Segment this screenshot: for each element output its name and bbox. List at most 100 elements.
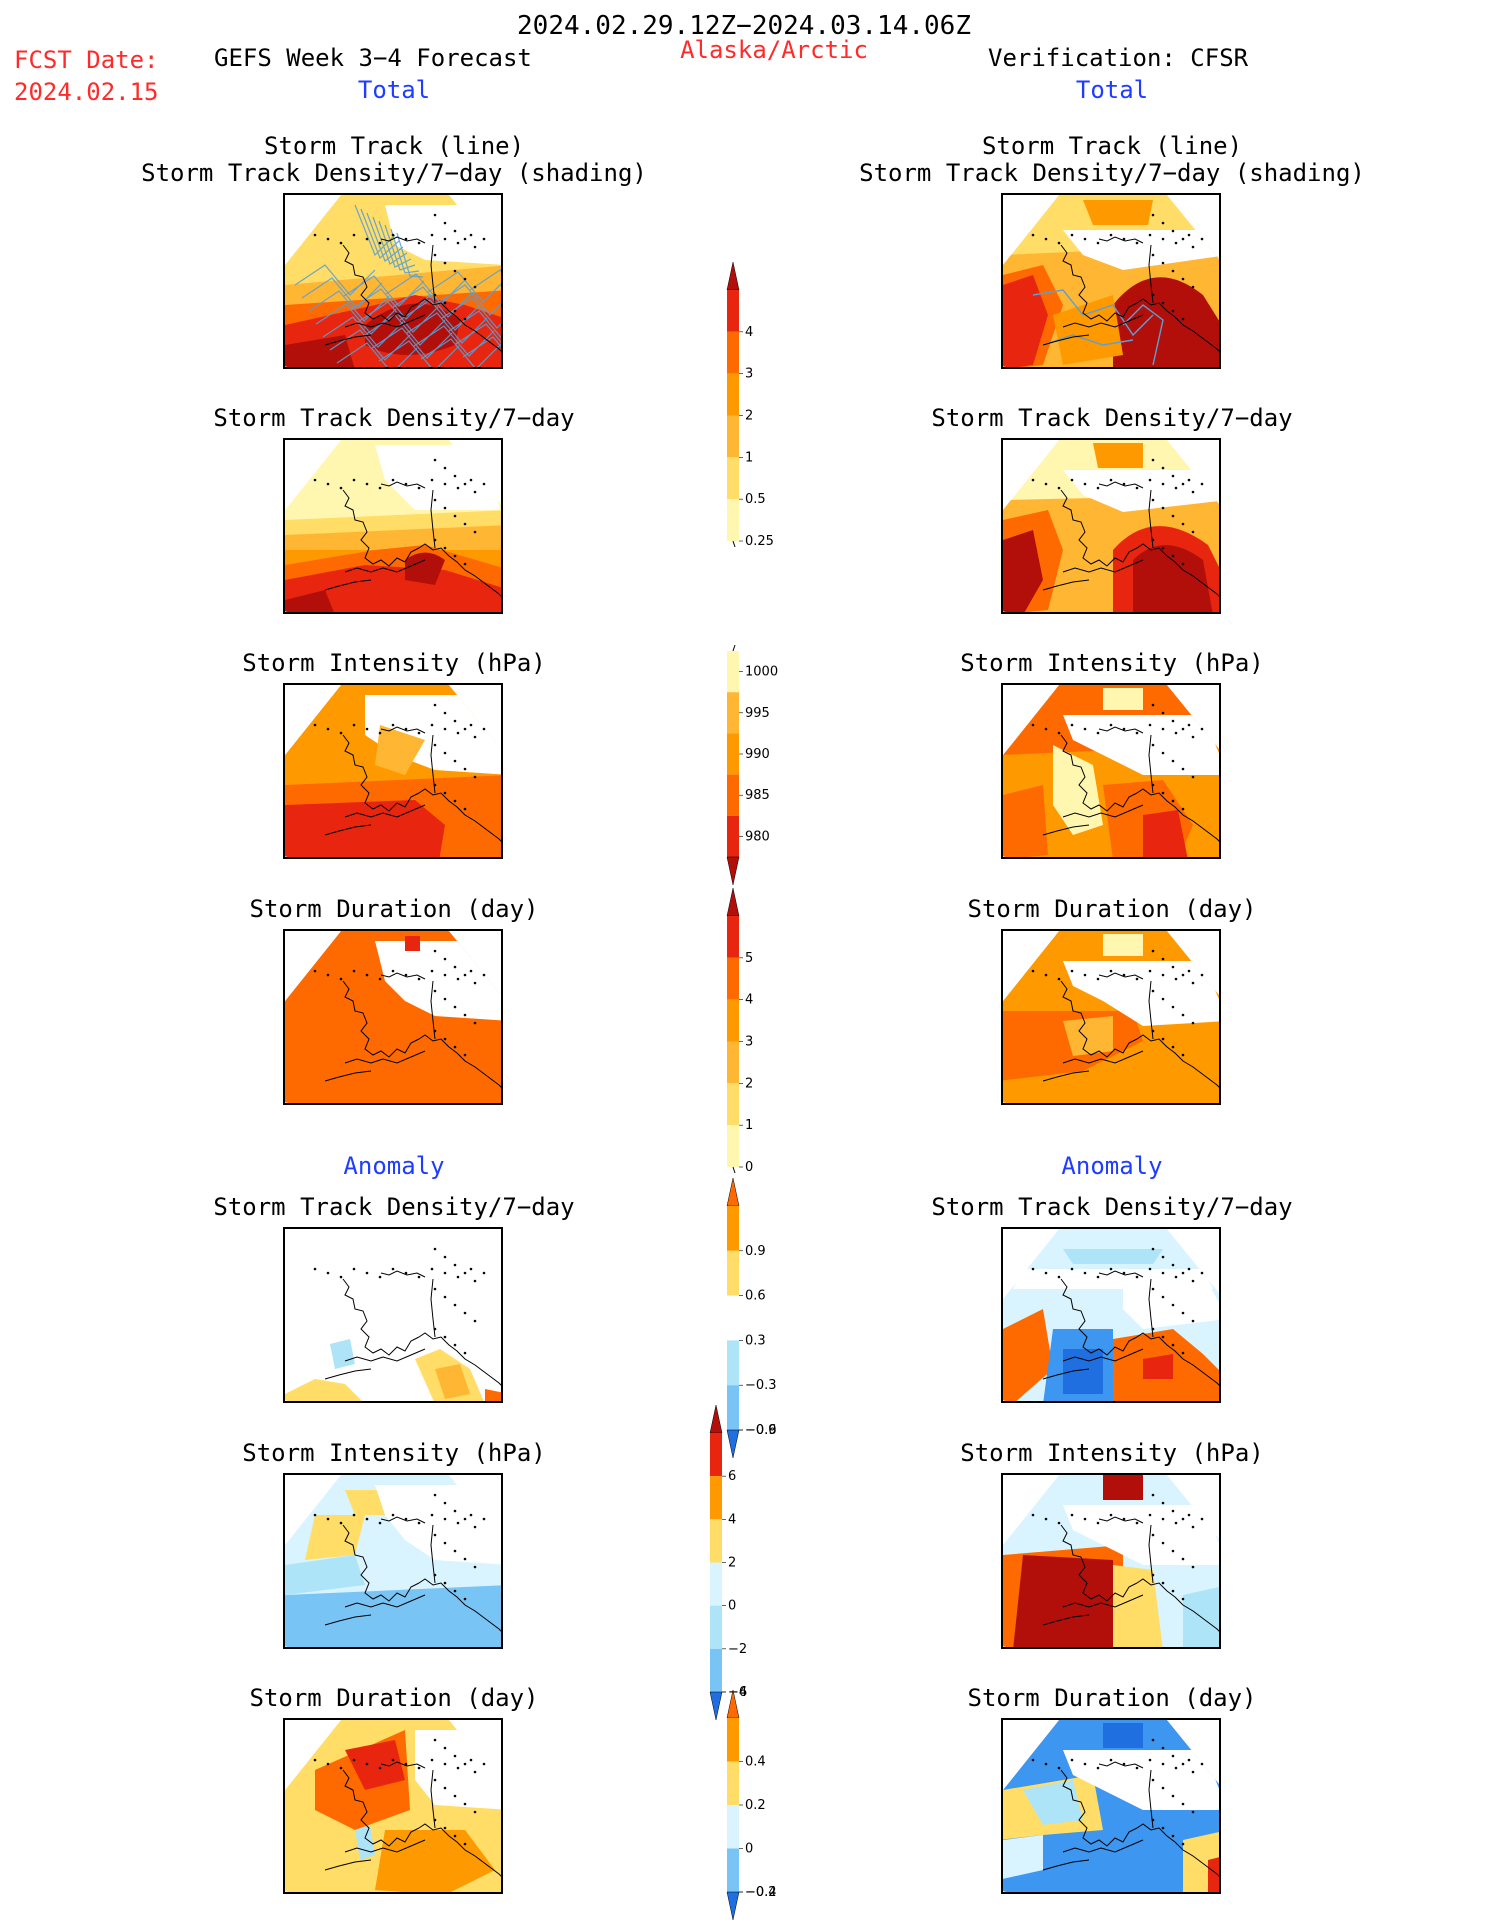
coastline-outline — [313, 1493, 501, 1632]
right-intensity-title: Storm Intensity (hPa) — [960, 649, 1264, 677]
colorbar-tick-label: 1 — [745, 450, 753, 465]
right-track-line-title: Storm Track (line) — [981, 132, 1243, 160]
left-duration-title: Storm Duration (day) — [249, 895, 539, 923]
coastline-outline — [1031, 1247, 1219, 1386]
colorbar-tick-label: 990 — [745, 747, 770, 762]
coastline-outline — [313, 213, 501, 352]
colorbar-tick-label: 0.6 — [745, 1289, 766, 1304]
colorbar-duration-anomaly: 0.4 0.2 0 −0.2−0.4 — [726, 1690, 777, 1920]
left-duration-anom-title: Storm Duration (day) — [249, 1684, 539, 1712]
colorbar-tick-label: 985 — [745, 788, 770, 803]
map-graphic — [285, 1229, 501, 1401]
left-total-label: Total — [357, 76, 431, 104]
colorbar-tick-label: 0 — [745, 1160, 753, 1173]
left-track-shading-title: Storm Track Density/7−day (shading) — [141, 159, 647, 187]
map-graphic — [285, 1720, 501, 1892]
coastline-outline — [1031, 458, 1219, 597]
coastline-outline — [1031, 1493, 1219, 1632]
colorbar-tick-label: 980 — [745, 829, 770, 844]
map-right-intensity — [1001, 683, 1221, 859]
right-anomaly-label: Anomaly — [1061, 1152, 1163, 1180]
map-left-density-anom — [283, 1227, 503, 1403]
fcst-label: FCST Date: — [14, 46, 159, 74]
date-range-title: 2024.02.29.12Z−2024.03.14.06Z — [517, 11, 971, 41]
colorbar-tick-label: 3 — [745, 1035, 753, 1050]
colorbar-tick-label: 4 — [745, 993, 753, 1008]
left-density-title: Storm Track Density/7−day — [213, 404, 575, 432]
colorbar-tick-label: 6 — [728, 1469, 736, 1484]
map-left-intensity — [283, 683, 503, 859]
map-right-density — [1001, 438, 1221, 614]
coastline-outline — [1031, 949, 1219, 1088]
map-right-density-anom — [1001, 1227, 1221, 1403]
coastline-outline — [313, 1738, 501, 1877]
right-column-title: Verification: CFSR — [988, 44, 1249, 72]
colorbar-tick-label: 5 — [745, 951, 753, 966]
colorbar-tick-label: 0.25 — [745, 534, 774, 547]
colorbar-tick-label: 0.9 — [745, 1244, 766, 1259]
map-graphic — [285, 931, 501, 1103]
map-left-density — [283, 438, 503, 614]
colorbar-tick-label: 0 — [728, 1599, 736, 1614]
colorbar-tick-label: −0.3 — [745, 1378, 777, 1393]
map-right-duration — [1001, 929, 1221, 1105]
colorbar-intensity: 1000 995 990 985 980 — [726, 645, 778, 885]
colorbar-tick-label: −0.4 — [745, 1885, 777, 1900]
map-graphic — [1003, 1720, 1219, 1892]
map-graphic — [285, 195, 501, 367]
map-graphic — [1003, 440, 1219, 612]
colorbar-tick-label: −0.6 — [745, 1423, 777, 1438]
right-duration-anom-title: Storm Duration (day) — [967, 1684, 1257, 1712]
left-density-anom-title: Storm Track Density/7−day — [213, 1193, 575, 1221]
map-right-track — [1001, 193, 1221, 369]
colorbar-tick-label: 4 — [745, 325, 753, 340]
map-left-track — [283, 193, 503, 369]
colorbar-tick-label: −0.2 — [745, 1885, 777, 1900]
map-graphic — [1003, 1475, 1219, 1647]
left-anomaly-label: Anomaly — [343, 1152, 445, 1180]
right-total-label: Total — [1075, 76, 1149, 104]
right-density-title: Storm Track Density/7−day — [931, 404, 1293, 432]
colorbar-tick-label: −2 — [728, 1642, 747, 1657]
map-graphic — [1003, 931, 1219, 1103]
coastline-outline — [313, 703, 501, 842]
map-left-duration-anom — [283, 1718, 503, 1894]
colorbar-tick-label: 0.5 — [745, 492, 766, 507]
map-graphic — [285, 440, 501, 612]
colorbar-tick-label: 1 — [745, 1118, 753, 1133]
map-graphic — [285, 685, 501, 857]
colorbar-tick-label: 2 — [745, 409, 753, 424]
region-label: Alaska/Arctic — [680, 36, 868, 64]
coastline-outline — [1031, 213, 1219, 352]
map-left-duration — [283, 929, 503, 1105]
map-right-duration-anom — [1001, 1718, 1221, 1894]
colorbar-duration: 5 4 3 2 1 0 — [726, 888, 753, 1173]
colorbar-tick-label: 1000 — [745, 665, 778, 680]
colorbar-tick-label: 2 — [745, 1076, 753, 1091]
map-graphic — [285, 1475, 501, 1647]
right-duration-title: Storm Duration (day) — [967, 895, 1257, 923]
left-column-title: GEFS Week 3−4 Forecast — [214, 44, 532, 72]
left-intensity-anom-title: Storm Intensity (hPa) — [242, 1439, 546, 1467]
fcst-date: 2024.02.15 — [14, 78, 159, 106]
colorbar-tick-label: 0.4 — [745, 1755, 766, 1770]
map-left-intensity-anom — [283, 1473, 503, 1649]
colorbar-tick-label: 0.2 — [745, 1798, 766, 1813]
right-density-anom-title: Storm Track Density/7−day — [931, 1193, 1293, 1221]
colorbar-tick-label: 4 — [728, 1512, 736, 1527]
right-intensity-anom-title: Storm Intensity (hPa) — [960, 1439, 1264, 1467]
map-graphic — [1003, 1229, 1219, 1401]
map-right-intensity-anom — [1001, 1473, 1221, 1649]
left-track-line-title: Storm Track (line) — [263, 132, 525, 160]
left-intensity-title: Storm Intensity (hPa) — [242, 649, 546, 677]
coastline-outline — [313, 1247, 501, 1386]
coastline-outline — [1031, 703, 1219, 842]
colorbar-tick-label: 2 — [728, 1556, 736, 1571]
colorbar-tick-label: 995 — [745, 706, 770, 721]
colorbar-tick-label: 3 — [745, 367, 753, 382]
colorbar-tick-label: 0 — [745, 1842, 753, 1857]
coastline-outline — [1031, 1738, 1219, 1877]
colorbar-density: 4 3 2 1 0.5 0.25 — [726, 262, 774, 547]
